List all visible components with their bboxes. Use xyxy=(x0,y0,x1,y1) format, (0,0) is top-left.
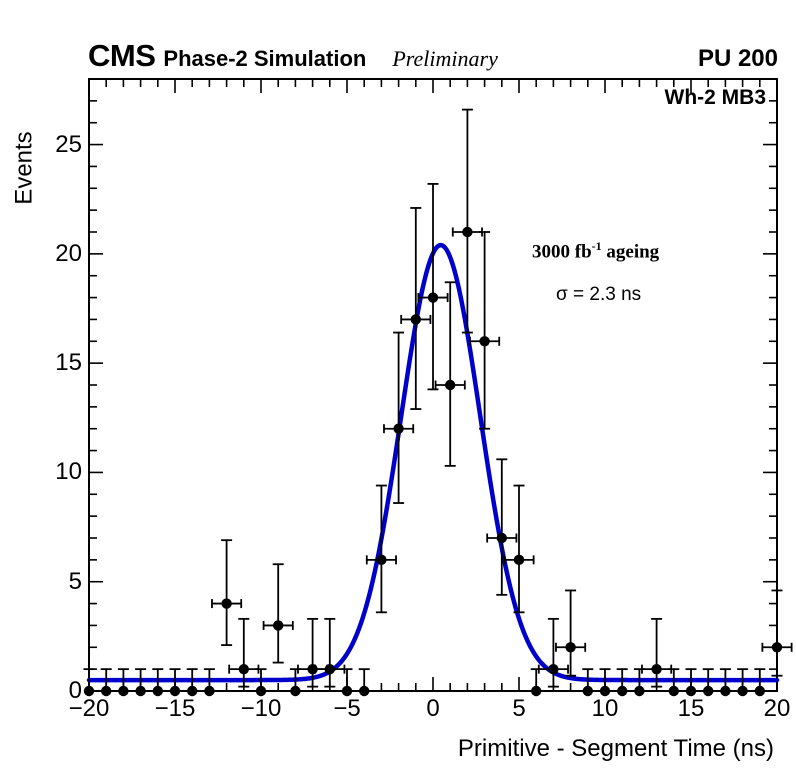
cms-logo-label: CMS xyxy=(88,38,156,73)
y-tick-label: 5 xyxy=(68,567,82,595)
x-tick-label: 15 xyxy=(677,695,705,722)
y-tick-label: 25 xyxy=(55,130,82,158)
x-tick-label: −20 xyxy=(68,695,110,722)
x-tick-label: −15 xyxy=(154,695,196,722)
cms-header: CMS Phase-2 Simulation Preliminary PU 20… xyxy=(88,40,778,74)
y-tick-labels: 0 5 10 15 20 25 xyxy=(0,0,82,772)
preliminary-label: Preliminary xyxy=(392,46,498,71)
y-tick-label: 0 xyxy=(68,677,82,704)
x-tick-label: 5 xyxy=(512,695,526,722)
x-tick-label: −5 xyxy=(333,695,361,722)
y-tick-label: 10 xyxy=(55,458,82,486)
y-tick-label: 20 xyxy=(55,239,82,267)
x-tick-label: 0 xyxy=(426,695,440,722)
pileup-label: PU 200 xyxy=(697,45,778,72)
simulation-label: Phase-2 Simulation xyxy=(163,46,367,71)
x-axis-title: Primitive - Segment Time (ns) xyxy=(457,735,774,762)
region-label: Wh-2 MB3 xyxy=(664,86,767,109)
x-tick-label: 10 xyxy=(591,695,619,722)
x-tick-label: 20 xyxy=(763,695,791,722)
y-tick-label: 15 xyxy=(55,349,82,377)
x-tick-label: −10 xyxy=(240,695,282,722)
